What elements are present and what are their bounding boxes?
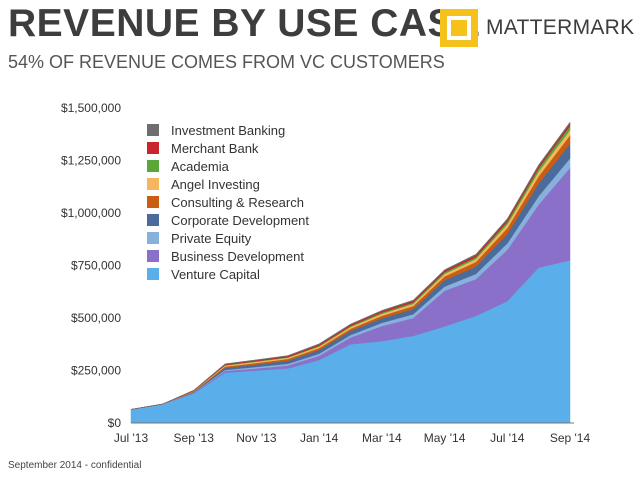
legend-swatch-private-equity	[147, 232, 159, 244]
x-tick-label: Jul '14	[490, 431, 525, 445]
brand-logo: MATTERMARK	[440, 8, 634, 48]
chart-subtitle: 54% OF REVENUE COMES FROM VC CUSTOMERS	[8, 52, 445, 72]
legend-swatch-corporate-development	[147, 214, 159, 226]
x-tick-label: Jul '13	[114, 431, 149, 445]
chart-title: REVENUE BY USE CASE	[8, 2, 481, 45]
legend-label-business-development: Business Development	[171, 249, 304, 264]
x-tick-label: Sep '13	[174, 431, 215, 445]
footer-note: September 2014 - confidential	[8, 460, 142, 471]
x-tick-label: Nov '13	[236, 431, 277, 445]
legend-label-private-equity: Private Equity	[171, 231, 252, 246]
x-tick-label: Mar '14	[362, 431, 402, 445]
area-series-group	[130, 121, 571, 424]
x-tick-label: May '14	[424, 431, 466, 445]
legend-label-venture-capital: Venture Capital	[171, 267, 260, 282]
y-tick-label: $0	[108, 416, 122, 430]
legend-label-investment-banking: Investment Banking	[171, 123, 285, 138]
y-tick-label: $1,250,000	[61, 154, 121, 168]
x-tick-label: Jan '14	[300, 431, 339, 445]
logo-icon	[440, 9, 478, 47]
legend-swatch-academia	[147, 160, 159, 172]
legend-label-corporate-development: Corporate Development	[171, 213, 309, 228]
legend-label-angel-investing: Angel Investing	[171, 177, 260, 192]
legend-label-merchant-bank: Merchant Bank	[171, 141, 259, 156]
area-investment-banking	[130, 121, 571, 410]
y-tick-label: $250,000	[71, 364, 121, 378]
chart-axes: $0 $250,000 $500,000 $750,000 $1,000,000 $1,2…	[61, 101, 591, 445]
legend-swatch-consulting-research	[147, 196, 159, 208]
y-tick-label: $1,500,000	[61, 101, 121, 115]
x-tick-label: Sep '14	[550, 431, 591, 445]
y-tick-label: $1,000,000	[61, 206, 121, 220]
logo-text: MATTERMARK	[486, 16, 635, 39]
y-tick-label: $750,000	[71, 259, 121, 273]
legend-swatch-business-development	[147, 250, 159, 262]
chart-legend: Investment Banking Merchant Bank Academia A…	[147, 123, 309, 282]
y-tick-label: $500,000	[71, 311, 121, 325]
legend-swatch-venture-capital	[147, 268, 159, 280]
legend-swatch-angel-investing	[147, 178, 159, 190]
legend-label-academia: Academia	[171, 159, 230, 174]
legend-swatch-merchant-bank	[147, 142, 159, 154]
legend-label-consulting-research: Consulting & Research	[171, 195, 304, 210]
legend-swatch-investment-banking	[147, 124, 159, 136]
